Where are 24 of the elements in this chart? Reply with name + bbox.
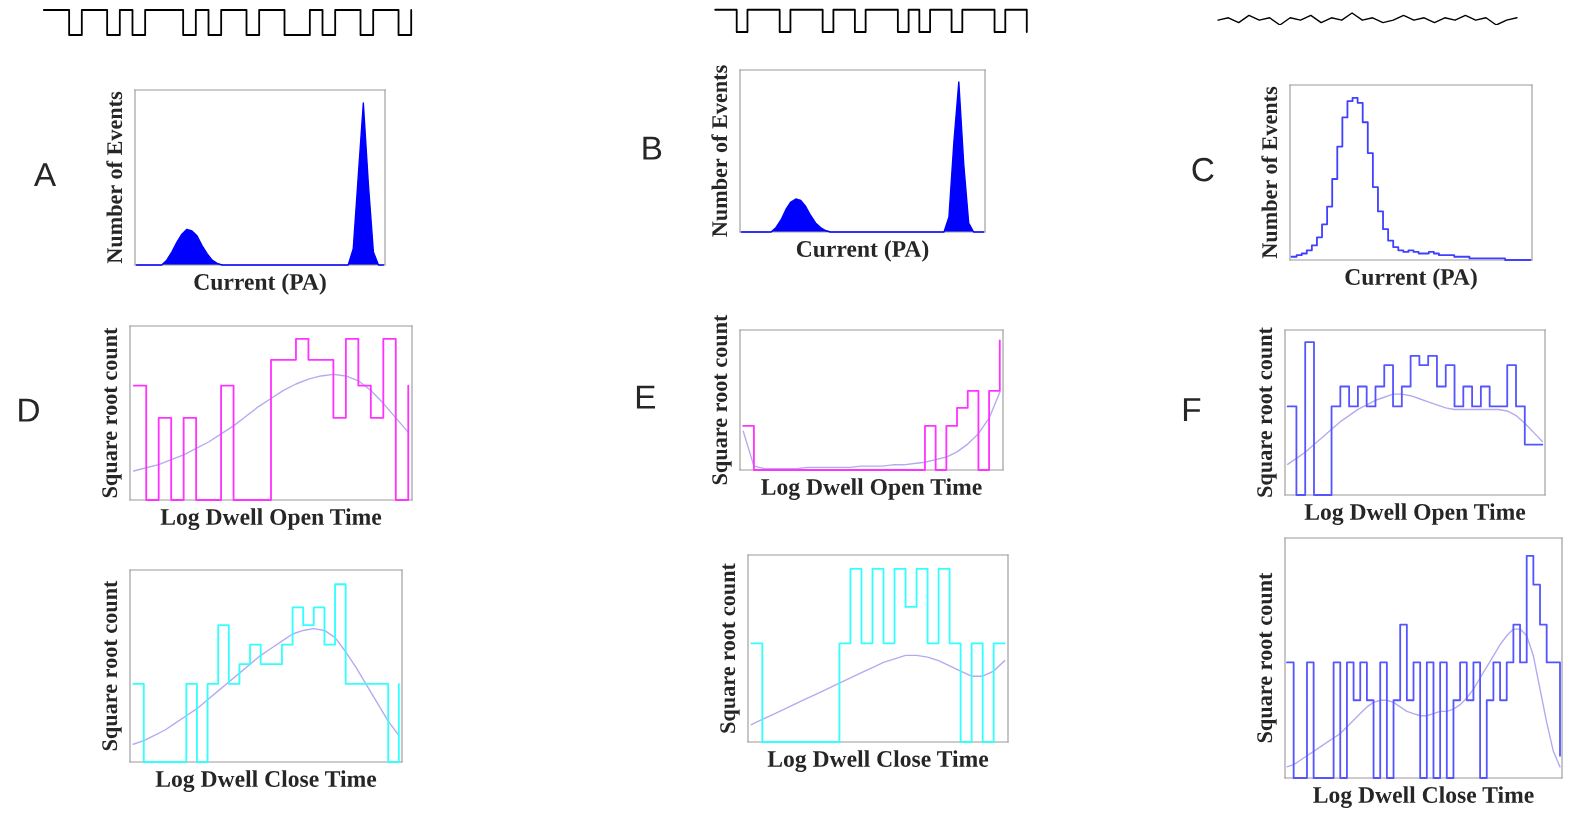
x-axis-title: Log Dwell Close Time (155, 770, 377, 792)
y-axis-title: Square root count (1257, 327, 1277, 497)
y-axis-title: Square root count (102, 327, 122, 498)
text: F (1183, 398, 1201, 422)
text: A (33, 163, 57, 187)
x-axis-title: Log Dwell Close Time (767, 750, 989, 772)
x-axis-title: Log Dwell Open Time (1304, 503, 1526, 525)
x-axis-title: Current (PA) (796, 240, 929, 262)
y-axis-title: Number of Events (106, 91, 123, 264)
y-axis-title: Square root count (720, 563, 740, 733)
x-axis-title: Log Dwell Open Time (160, 508, 382, 530)
y-axis-title: Number of Events (711, 65, 728, 237)
x-axis-title: Log Dwell Open Time (761, 478, 982, 500)
text: C (1192, 157, 1214, 182)
text: E (636, 385, 655, 409)
y-axis-title: Number of Events (1261, 86, 1278, 259)
y-axis-title: Square root count (1257, 572, 1277, 743)
y-axis-title: Square root count (102, 580, 122, 751)
text: D (19, 398, 39, 422)
x-axis-title: Current (PA) (194, 273, 326, 295)
x-axis-title: Log Dwell Close Time (1313, 786, 1534, 808)
text: B (643, 136, 662, 160)
x-axis-title: Current (PA) (1345, 268, 1477, 290)
y-axis-title: Square root count (712, 314, 732, 485)
